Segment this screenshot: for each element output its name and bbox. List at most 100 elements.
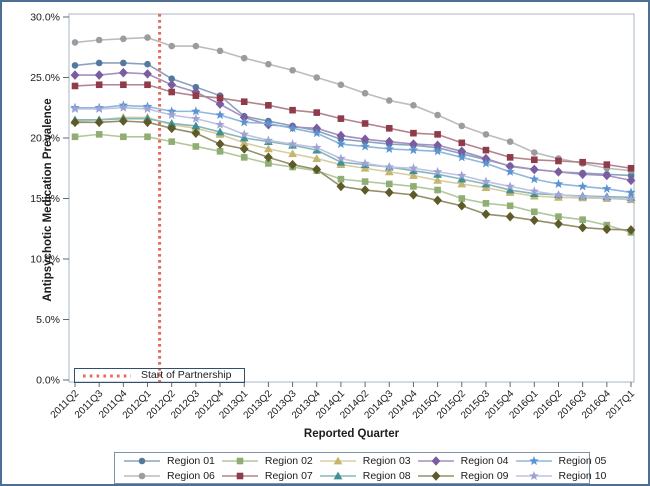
series-region-10 xyxy=(70,102,636,204)
data-point-region-07 xyxy=(531,156,538,164)
data-point-region-10 xyxy=(263,135,274,145)
reference-line-legend-box: Start of Partnership xyxy=(74,368,245,383)
data-point-region-10 xyxy=(432,166,443,176)
data-point-region-07 xyxy=(482,146,490,154)
data-point-region-03 xyxy=(409,171,418,179)
data-point-region-06 xyxy=(240,54,248,62)
data-point-region-06 xyxy=(265,60,272,68)
data-point-region-04 xyxy=(143,69,152,79)
data-point-region-09 xyxy=(433,195,443,206)
data-point-region-09 xyxy=(505,211,515,222)
legend-swatch-triangle-icon xyxy=(319,456,356,464)
data-point-region-10 xyxy=(336,153,346,163)
data-point-region-09 xyxy=(409,190,418,200)
legend-swatch-diamond-icon xyxy=(417,455,454,466)
data-point-region-05 xyxy=(408,145,419,155)
legend-label: Region 10 xyxy=(558,469,607,482)
data-point-region-04 xyxy=(409,139,418,149)
legend-swatch-circle-icon xyxy=(124,472,160,479)
data-point-region-06 xyxy=(531,149,538,156)
data-point-region-02 xyxy=(385,180,393,188)
data-point-region-09 xyxy=(602,224,612,235)
data-point-region-02 xyxy=(337,175,345,183)
legend-item-region-08: Region 08 xyxy=(313,469,411,483)
data-point-region-02 xyxy=(458,195,466,202)
data-point-region-07 xyxy=(555,157,562,165)
data-point-region-01 xyxy=(120,59,127,67)
data-point-region-09 xyxy=(457,200,467,211)
data-point-region-10 xyxy=(215,119,225,129)
data-point-region-07 xyxy=(71,82,79,90)
legend-marker xyxy=(431,470,441,481)
legend-item-region-01: Region 01 xyxy=(117,454,215,468)
data-point-region-02 xyxy=(434,186,441,194)
data-point-region-04 xyxy=(626,175,636,186)
data-point-region-06 xyxy=(216,47,224,55)
legend-label: Region 06 xyxy=(167,469,215,482)
data-point-region-05 xyxy=(432,146,443,156)
series-legend: Region 01 Region 02 Region 03 Region 04 Regi… xyxy=(114,452,606,484)
legend-swatch-star-icon xyxy=(515,455,552,465)
data-point-region-05 xyxy=(191,106,201,116)
data-point-region-06 xyxy=(120,35,127,43)
legend-item-region-04: Region 04 xyxy=(411,454,509,468)
data-point-region-09 xyxy=(336,181,346,192)
data-point-region-04 xyxy=(167,79,177,90)
data-point-region-05 xyxy=(215,110,225,120)
data-point-region-02 xyxy=(120,133,127,141)
data-point-region-07 xyxy=(240,98,248,105)
data-point-region-05 xyxy=(602,183,612,193)
legend-label: Region 03 xyxy=(362,454,411,467)
data-point-region-06 xyxy=(482,131,490,138)
data-point-region-02 xyxy=(555,213,562,220)
data-point-region-02 xyxy=(192,143,200,150)
series-line-region-08 xyxy=(75,117,632,199)
data-point-region-07 xyxy=(506,154,514,161)
data-point-region-05 xyxy=(336,139,346,149)
data-point-region-03 xyxy=(457,179,467,188)
data-point-region-02 xyxy=(168,138,175,145)
data-point-region-05 xyxy=(457,152,467,162)
data-point-region-07 xyxy=(120,81,127,89)
data-point-region-04 xyxy=(433,140,443,151)
data-point-region-04 xyxy=(602,170,612,181)
data-point-region-05 xyxy=(239,117,249,127)
data-point-region-04 xyxy=(529,164,539,175)
data-point-region-10 xyxy=(311,142,322,152)
data-point-region-09 xyxy=(94,117,104,128)
data-point-region-09 xyxy=(481,209,491,220)
data-point-region-06 xyxy=(434,111,441,119)
legend-label: Region 05 xyxy=(558,454,607,467)
data-point-region-02 xyxy=(240,154,248,161)
data-point-region-10 xyxy=(118,102,129,112)
data-point-region-03 xyxy=(263,144,273,153)
y-axis-title: Antipsychotic Medication Prevalence xyxy=(42,98,54,302)
data-point-region-10 xyxy=(191,113,201,123)
data-point-region-02 xyxy=(95,131,103,138)
legend-label: Region 04 xyxy=(460,454,509,467)
data-point-region-05 xyxy=(505,166,515,176)
data-point-region-09 xyxy=(554,219,563,229)
data-point-region-07 xyxy=(337,115,345,122)
data-point-region-10 xyxy=(408,163,419,173)
data-point-region-05 xyxy=(529,174,540,184)
data-point-region-07 xyxy=(603,161,611,168)
data-point-region-06 xyxy=(337,81,345,89)
data-point-region-10 xyxy=(457,170,467,180)
data-point-region-01 xyxy=(71,62,79,69)
data-point-region-02 xyxy=(531,208,538,216)
data-point-region-04 xyxy=(505,161,515,172)
data-point-region-09 xyxy=(288,159,297,170)
data-point-region-07 xyxy=(579,158,586,166)
data-point-region-05 xyxy=(384,143,395,153)
data-point-region-09 xyxy=(263,152,273,163)
legend-marker xyxy=(528,455,539,465)
data-point-region-07 xyxy=(168,88,175,96)
data-point-region-05 xyxy=(360,141,370,151)
legend-swatch-square-icon xyxy=(221,472,258,479)
legend-swatch-square-icon xyxy=(221,457,258,464)
data-point-region-09 xyxy=(312,164,322,175)
legend-label: Region 09 xyxy=(460,469,509,482)
